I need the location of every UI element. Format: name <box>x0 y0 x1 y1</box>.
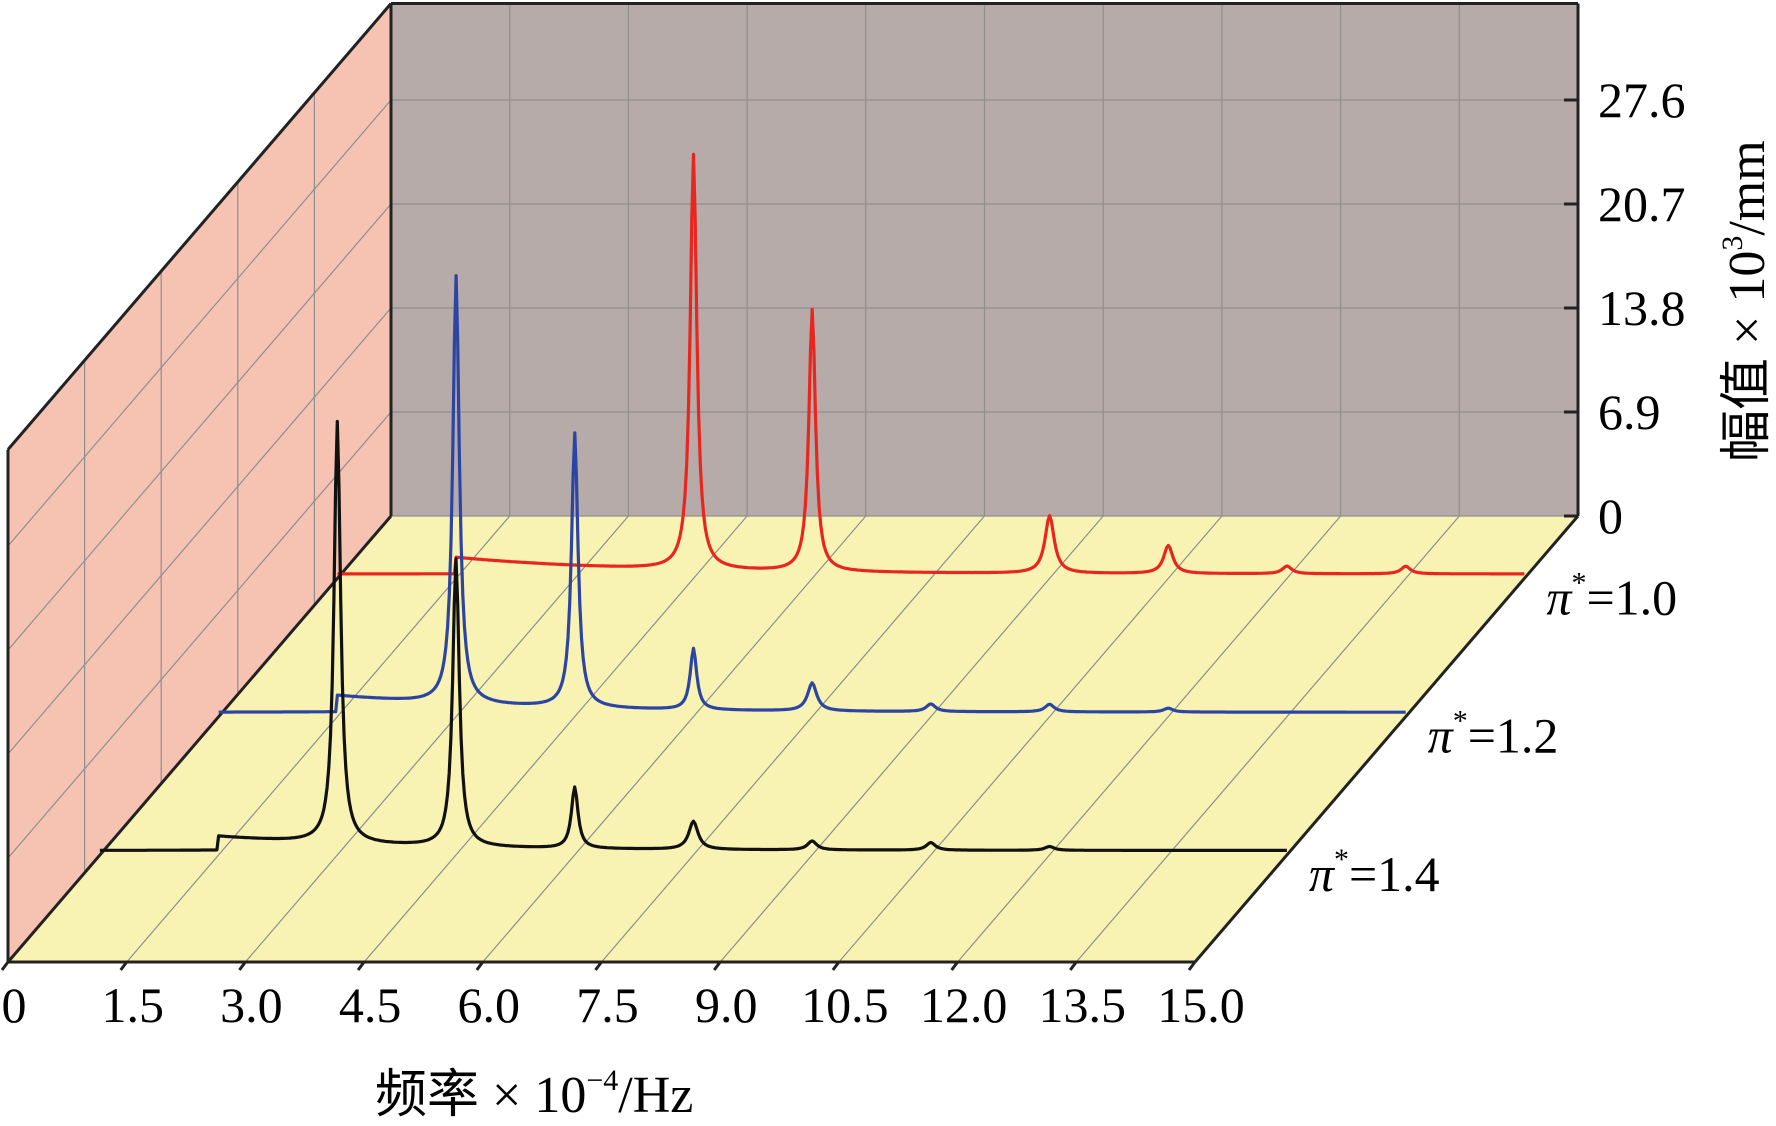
series-lines <box>99 152 1525 853</box>
frame-edge <box>1193 515 1580 963</box>
x-tick-mark <box>1187 961 1197 971</box>
x-tick-mark <box>0 961 10 971</box>
x-tick-label: 6.0 <box>458 977 521 1033</box>
side-grid-line <box>7 203 392 651</box>
floor-grid-line <box>482 515 867 963</box>
x-tick-mark <box>356 961 366 971</box>
x-tick-mark <box>119 961 128 971</box>
x-tick-label: 12.0 <box>920 977 1008 1033</box>
frame-edge <box>6 515 393 963</box>
side-wall-panel <box>8 3 391 962</box>
series-line <box>218 274 1406 714</box>
series-label: π*=1.0 <box>1546 566 1677 625</box>
x-tick-mark <box>238 961 247 971</box>
x-tick-label: 1.5 <box>101 977 164 1033</box>
floor-grid-line <box>838 515 1223 963</box>
x-axis-title: 频率 × 10−4/Hz <box>375 1064 693 1124</box>
x-axis-ticks: 0 1.5 3.0 4.5 6.0 7.5 9.0 10.5 12.0 13.5 15.0 <box>0 961 1245 1033</box>
frame-edge <box>6 2 393 451</box>
x-tick-mark <box>475 961 484 971</box>
series-label: π*=1.2 <box>1428 705 1559 764</box>
x-tick-label: 13.5 <box>1039 977 1127 1033</box>
floor-grid-line <box>126 515 511 963</box>
x-tick-mark <box>1069 961 1078 971</box>
z-tick-label: 6.9 <box>1598 384 1661 440</box>
series-line <box>337 152 1525 576</box>
x-tick-label: 0 <box>2 977 27 1033</box>
series-label: π*=1.4 <box>1309 843 1440 902</box>
x-tick-label: 7.5 <box>576 977 639 1033</box>
floor-grid-line <box>957 515 1342 963</box>
floor-grid-line <box>719 515 1104 963</box>
floor-grid-line <box>1075 515 1460 963</box>
z-tick-label: 13.8 <box>1598 280 1686 336</box>
x-tick-mark <box>950 961 959 971</box>
x-tick-mark <box>831 961 841 971</box>
z-tick-label: 20.7 <box>1598 176 1686 232</box>
x-tick-label: 4.5 <box>339 977 402 1033</box>
z-tick-label: 0 <box>1598 488 1623 544</box>
floor-grid-line <box>363 515 748 963</box>
x-tick-mark <box>713 961 722 971</box>
x-tick-label: 3.0 <box>220 977 283 1033</box>
side-grid-line <box>7 307 392 755</box>
z-tick-label: 27.6 <box>1598 72 1686 128</box>
x-tick-label: 9.0 <box>695 977 758 1033</box>
x-tick-label: 15.0 <box>1157 977 1245 1033</box>
floor-grid-line <box>244 515 629 963</box>
x-tick-mark <box>594 961 603 971</box>
side-grid-line <box>7 411 392 859</box>
x-tick-label: 10.5 <box>801 977 889 1033</box>
z-axis-ticks: 0 6.9 13.8 20.7 27.6 <box>1564 72 1686 544</box>
side-grid-line <box>7 99 392 547</box>
z-axis-title: 幅值 × 103/mm <box>1716 140 1776 462</box>
series-labels: π*=1.0 π*=1.2 π*=1.4 <box>1309 566 1677 902</box>
floor-grid-line <box>601 515 985 963</box>
series-line <box>99 419 1287 853</box>
